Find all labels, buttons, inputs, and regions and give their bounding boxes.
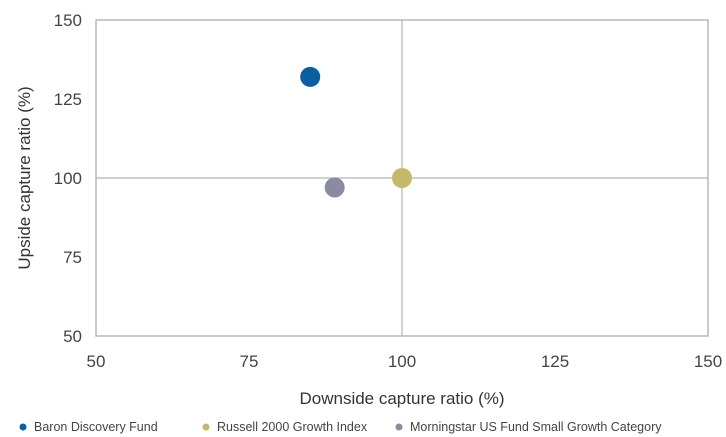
data-point bbox=[324, 177, 345, 198]
x-tick-label: 100 bbox=[388, 352, 416, 371]
y-tick-label: 150 bbox=[54, 11, 82, 30]
legend-marker bbox=[395, 423, 403, 431]
data-point bbox=[300, 66, 321, 87]
legend-label: Morningstar US Fund Small Growth Categor… bbox=[410, 420, 662, 434]
data-points bbox=[300, 66, 412, 198]
legend-marker bbox=[202, 423, 210, 431]
x-axis-ticks: 50 75 100 125 150 bbox=[87, 352, 723, 371]
x-axis-title: Downside capture ratio (%) bbox=[299, 389, 504, 408]
y-axis-ticks: 50 75 100 125 150 bbox=[54, 11, 82, 346]
data-point bbox=[392, 168, 412, 188]
y-tick-label: 75 bbox=[63, 248, 82, 267]
x-tick-label: 150 bbox=[694, 352, 722, 371]
x-tick-label: 125 bbox=[541, 352, 569, 371]
legend-marker bbox=[19, 423, 27, 431]
legend-label: Russell 2000 Growth Index bbox=[217, 420, 368, 434]
legend: Baron Discovery Fund Russell 2000 Growth … bbox=[19, 420, 662, 434]
y-tick-label: 100 bbox=[54, 169, 82, 188]
y-tick-label: 125 bbox=[54, 90, 82, 109]
x-tick-label: 50 bbox=[87, 352, 106, 371]
y-axis-title: Upside capture ratio (%) bbox=[15, 86, 34, 269]
legend-label: Baron Discovery Fund bbox=[34, 420, 158, 434]
y-tick-label: 50 bbox=[63, 327, 82, 346]
x-tick-label: 75 bbox=[240, 352, 259, 371]
